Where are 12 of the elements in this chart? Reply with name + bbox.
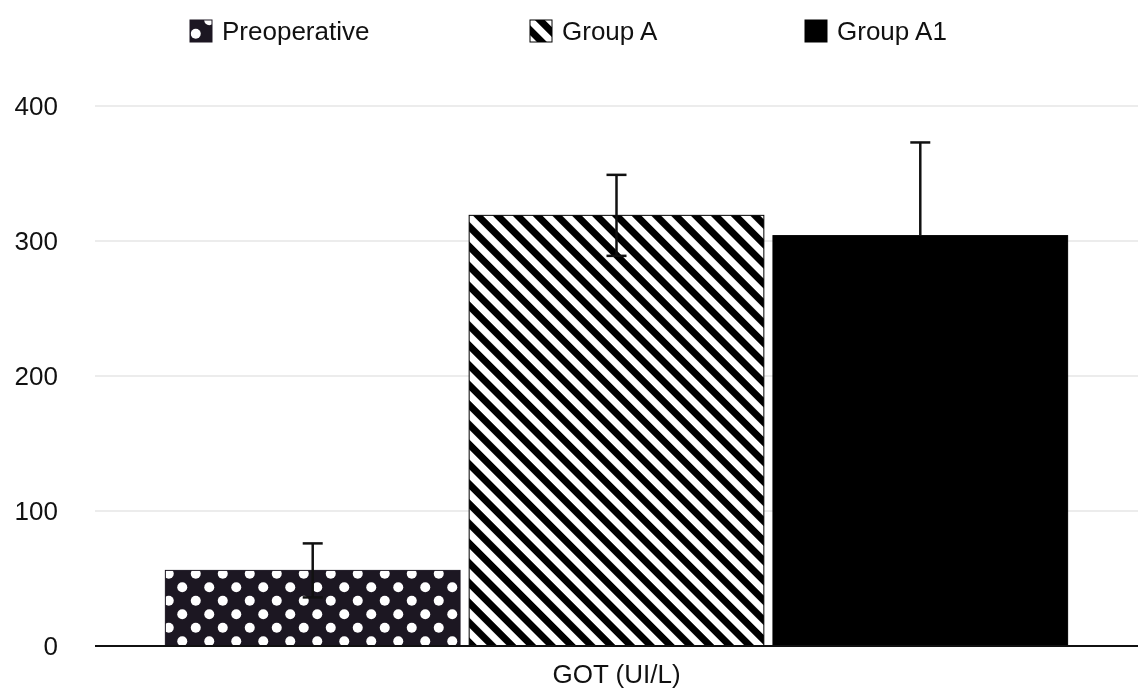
x-tick-label: GOT (UI/L): [552, 659, 681, 689]
bar: [468, 214, 765, 647]
y-tick-label: 200: [14, 361, 58, 392]
bar: [164, 569, 461, 647]
legend-label: Preoperative: [222, 16, 370, 47]
legend-label: Group A1: [837, 16, 947, 47]
legend-label: Group A: [562, 16, 659, 47]
y-tick-label: 400: [14, 91, 58, 122]
bar: [772, 235, 1069, 647]
y-tick-label: 300: [14, 226, 58, 257]
y-tick-label: 100: [14, 496, 58, 527]
y-tick-label: 0: [43, 631, 58, 662]
